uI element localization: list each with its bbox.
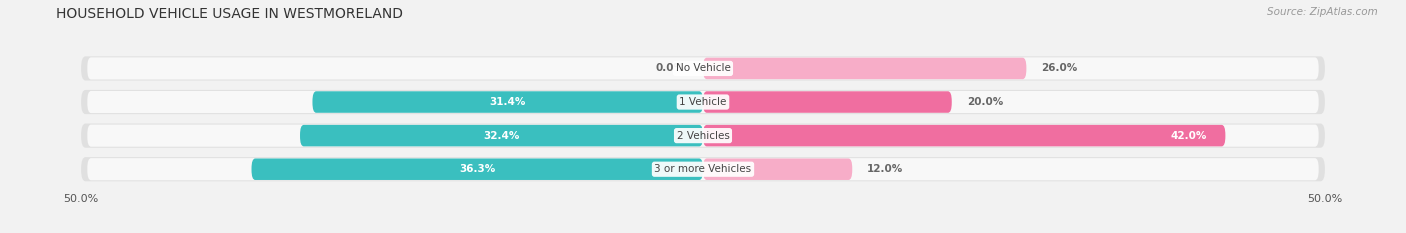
FancyBboxPatch shape <box>703 125 1226 146</box>
FancyBboxPatch shape <box>87 91 1319 113</box>
FancyBboxPatch shape <box>703 91 952 113</box>
Text: 20.0%: 20.0% <box>967 97 1002 107</box>
Text: No Vehicle: No Vehicle <box>675 63 731 73</box>
FancyBboxPatch shape <box>82 157 1324 181</box>
Text: HOUSEHOLD VEHICLE USAGE IN WESTMORELAND: HOUSEHOLD VEHICLE USAGE IN WESTMORELAND <box>56 7 404 21</box>
FancyBboxPatch shape <box>252 158 703 180</box>
Text: 1 Vehicle: 1 Vehicle <box>679 97 727 107</box>
Text: 12.0%: 12.0% <box>868 164 904 174</box>
Text: 2 Vehicles: 2 Vehicles <box>676 131 730 141</box>
FancyBboxPatch shape <box>82 90 1324 114</box>
FancyBboxPatch shape <box>87 125 1319 147</box>
Text: 42.0%: 42.0% <box>1170 131 1206 141</box>
Text: 36.3%: 36.3% <box>460 164 495 174</box>
FancyBboxPatch shape <box>703 58 1026 79</box>
FancyBboxPatch shape <box>312 91 703 113</box>
Text: 3 or more Vehicles: 3 or more Vehicles <box>654 164 752 174</box>
FancyBboxPatch shape <box>87 57 1319 79</box>
Text: 26.0%: 26.0% <box>1042 63 1077 73</box>
Text: 32.4%: 32.4% <box>484 131 520 141</box>
Text: Source: ZipAtlas.com: Source: ZipAtlas.com <box>1267 7 1378 17</box>
FancyBboxPatch shape <box>703 158 852 180</box>
FancyBboxPatch shape <box>299 125 703 146</box>
FancyBboxPatch shape <box>82 123 1324 148</box>
Text: 0.0%: 0.0% <box>655 63 685 73</box>
FancyBboxPatch shape <box>87 158 1319 180</box>
Text: 31.4%: 31.4% <box>489 97 526 107</box>
FancyBboxPatch shape <box>82 56 1324 81</box>
